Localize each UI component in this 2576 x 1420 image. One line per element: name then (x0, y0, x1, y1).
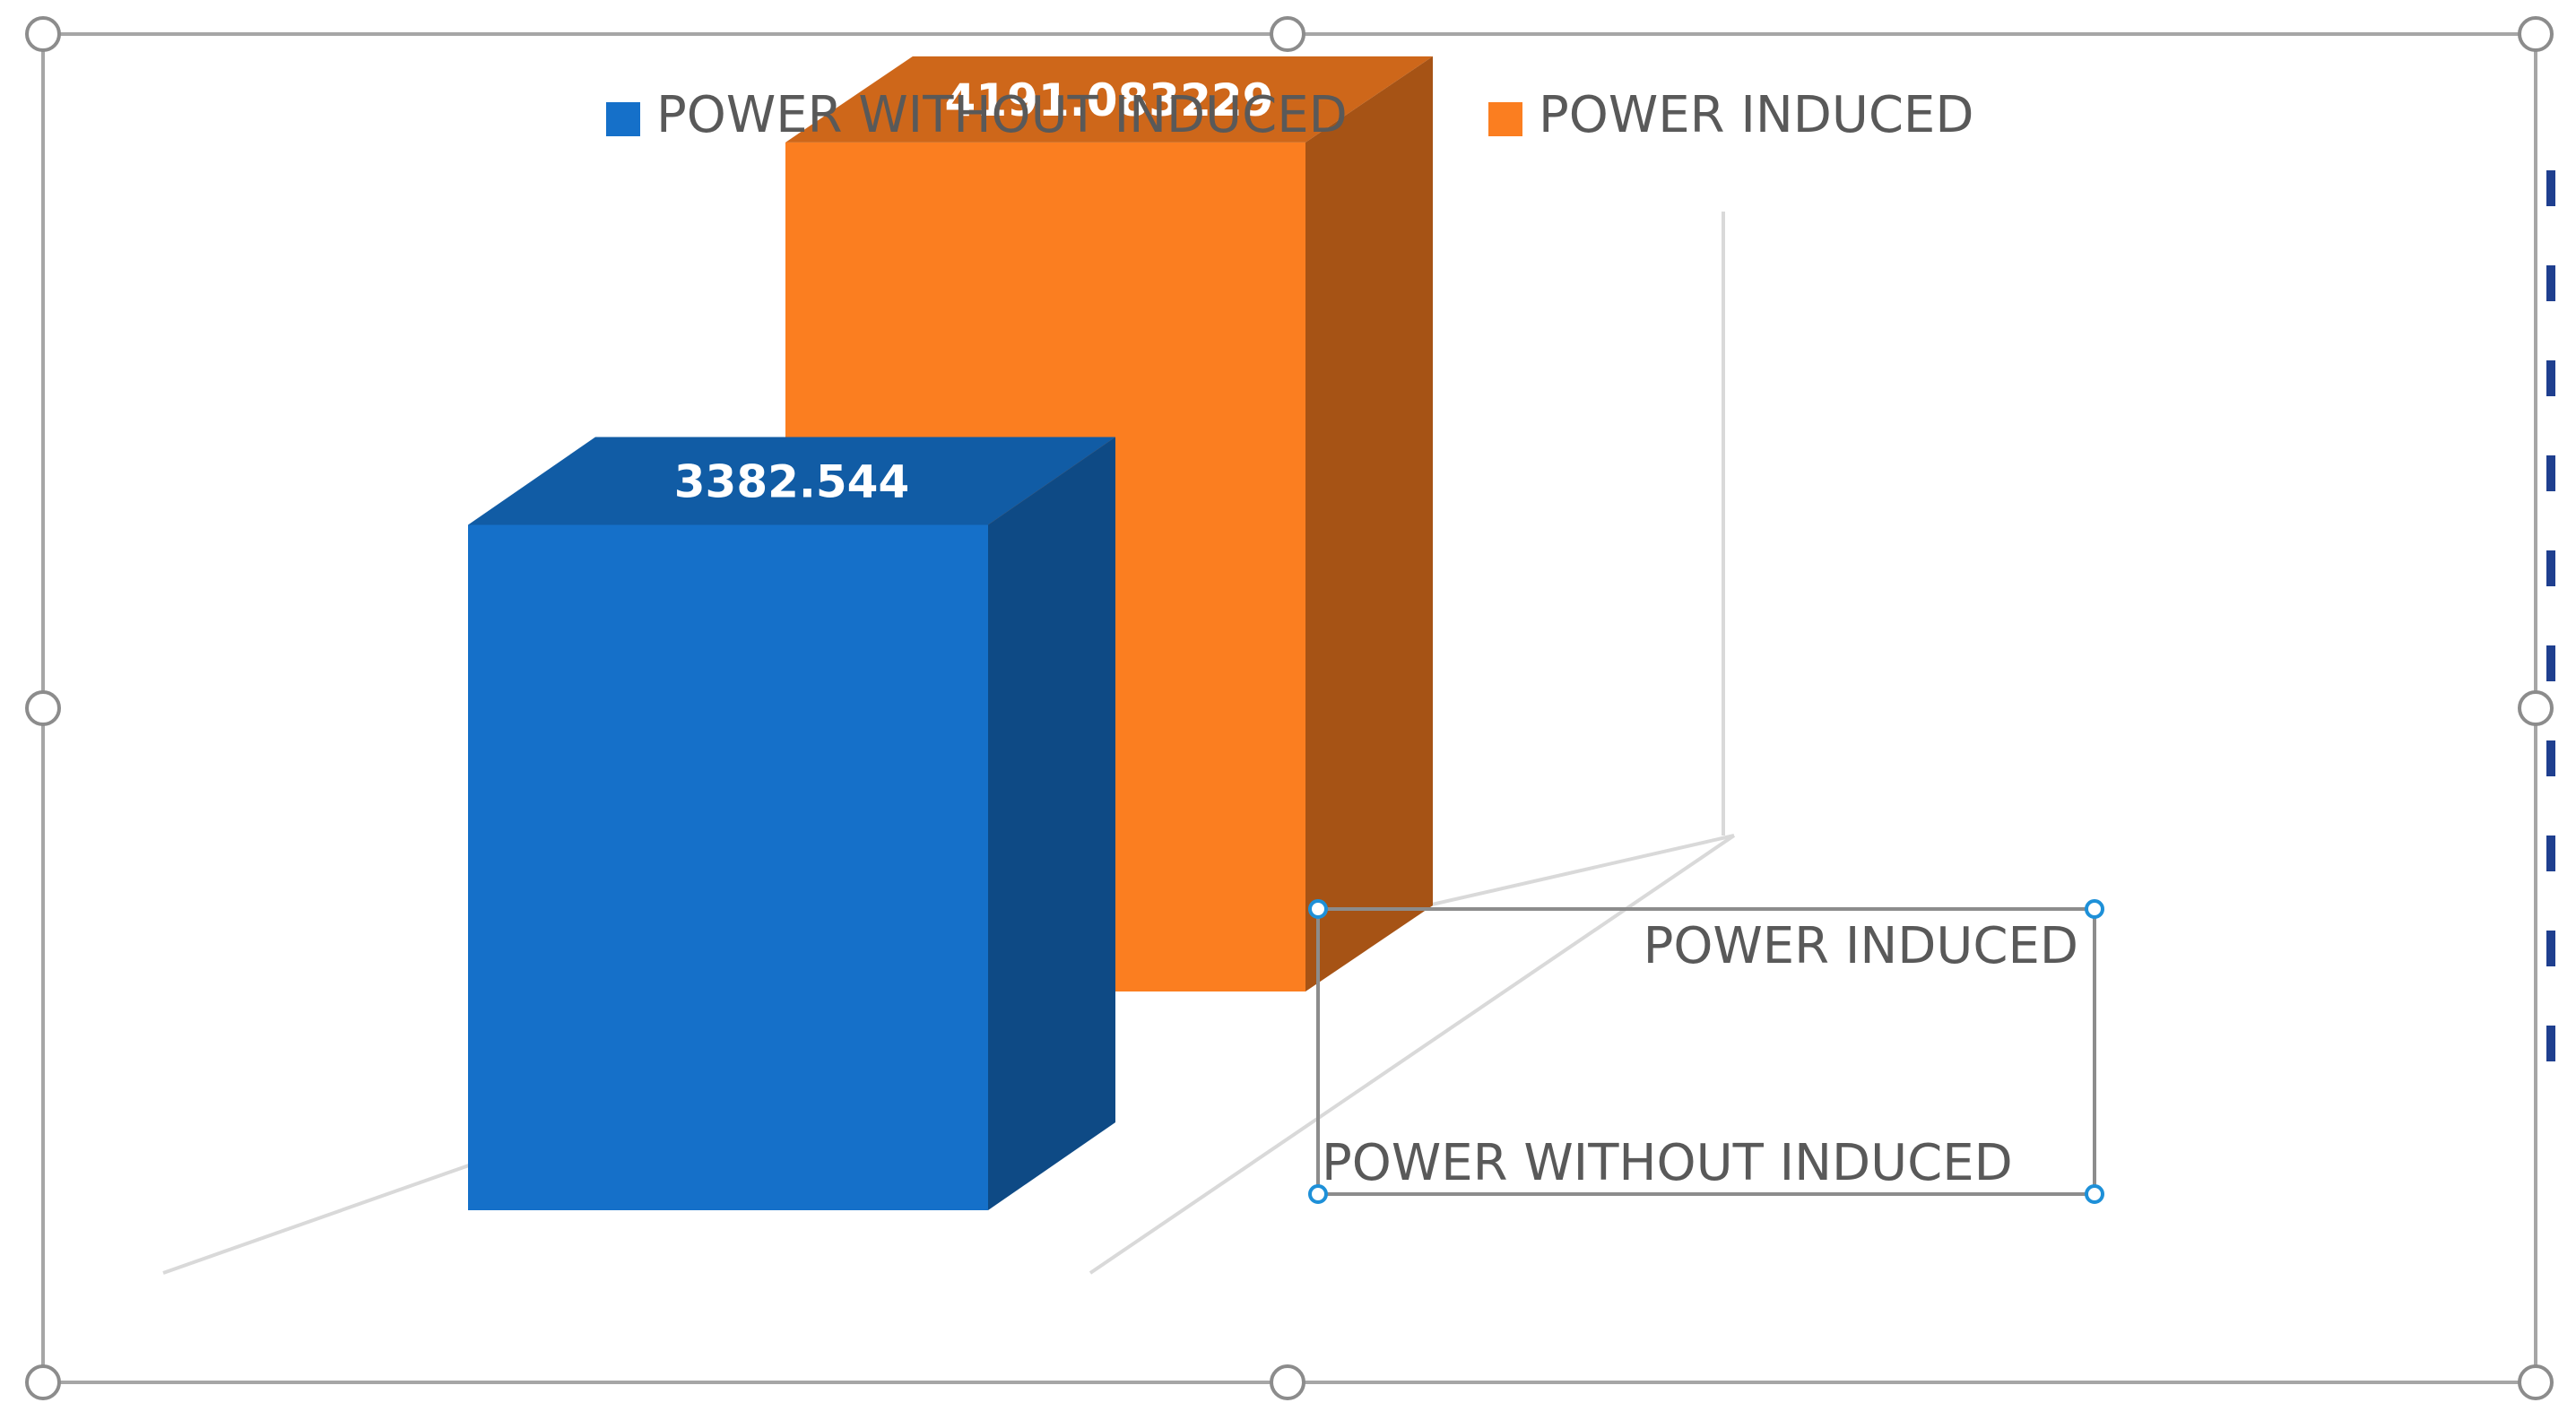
handle-top-left[interactable] (25, 16, 61, 52)
bar-front-face[interactable] (468, 524, 988, 1210)
axis-handle-top-left[interactable] (1308, 899, 1328, 919)
category-axis[interactable]: POWER INDUCED POWER WITHOUT INDUCED (1308, 899, 2104, 1204)
bars-layer: 4191.083229 3382.544 (468, 56, 1433, 1210)
bar-side-face[interactable] (1305, 56, 1433, 992)
legend-label-power-induced: POWER INDUCED (1539, 86, 1973, 144)
handle-top-center[interactable] (1270, 16, 1305, 52)
category-label-power-induced: POWER INDUCED (1644, 917, 2078, 975)
legend[interactable]: POWER WITHOUT INDUCED POWER INDUCED (606, 86, 1973, 144)
legend-swatch-power-without-induced (606, 102, 640, 136)
data-label-power-induced: 4191.083229 (945, 74, 1274, 126)
handle-top-right[interactable] (2518, 16, 2554, 52)
handle-bottom-left[interactable] (25, 1364, 61, 1400)
worksheet-edge-fragments (2546, 170, 2555, 1061)
axis-handle-top-right[interactable] (2085, 899, 2104, 919)
bar-top-face[interactable] (785, 56, 1433, 143)
handle-bottom-right[interactable] (2518, 1364, 2554, 1400)
handle-bottom-center[interactable] (1270, 1364, 1305, 1400)
bar-power-without-induced[interactable]: 3382.544 (468, 437, 1115, 1210)
bar-side-face[interactable] (988, 437, 1115, 1210)
bar-top-face[interactable] (468, 437, 1115, 525)
legend-swatch-power-induced (1488, 102, 1522, 136)
legend-label-power-without-induced: POWER WITHOUT INDUCED (656, 86, 1348, 144)
handle-middle-right[interactable] (2518, 690, 2554, 726)
data-label-power-without-induced: 3382.544 (674, 456, 910, 508)
chart-selection-handles[interactable] (25, 16, 2554, 1400)
category-label-power-without-induced: POWER WITHOUT INDUCED (1322, 1134, 2013, 1192)
axis-handle-bottom-right[interactable] (2085, 1184, 2104, 1204)
category-axis-selection-box[interactable] (1316, 907, 2096, 1196)
handle-middle-left[interactable] (25, 690, 61, 726)
axis-handle-bottom-left[interactable] (1308, 1184, 1328, 1204)
